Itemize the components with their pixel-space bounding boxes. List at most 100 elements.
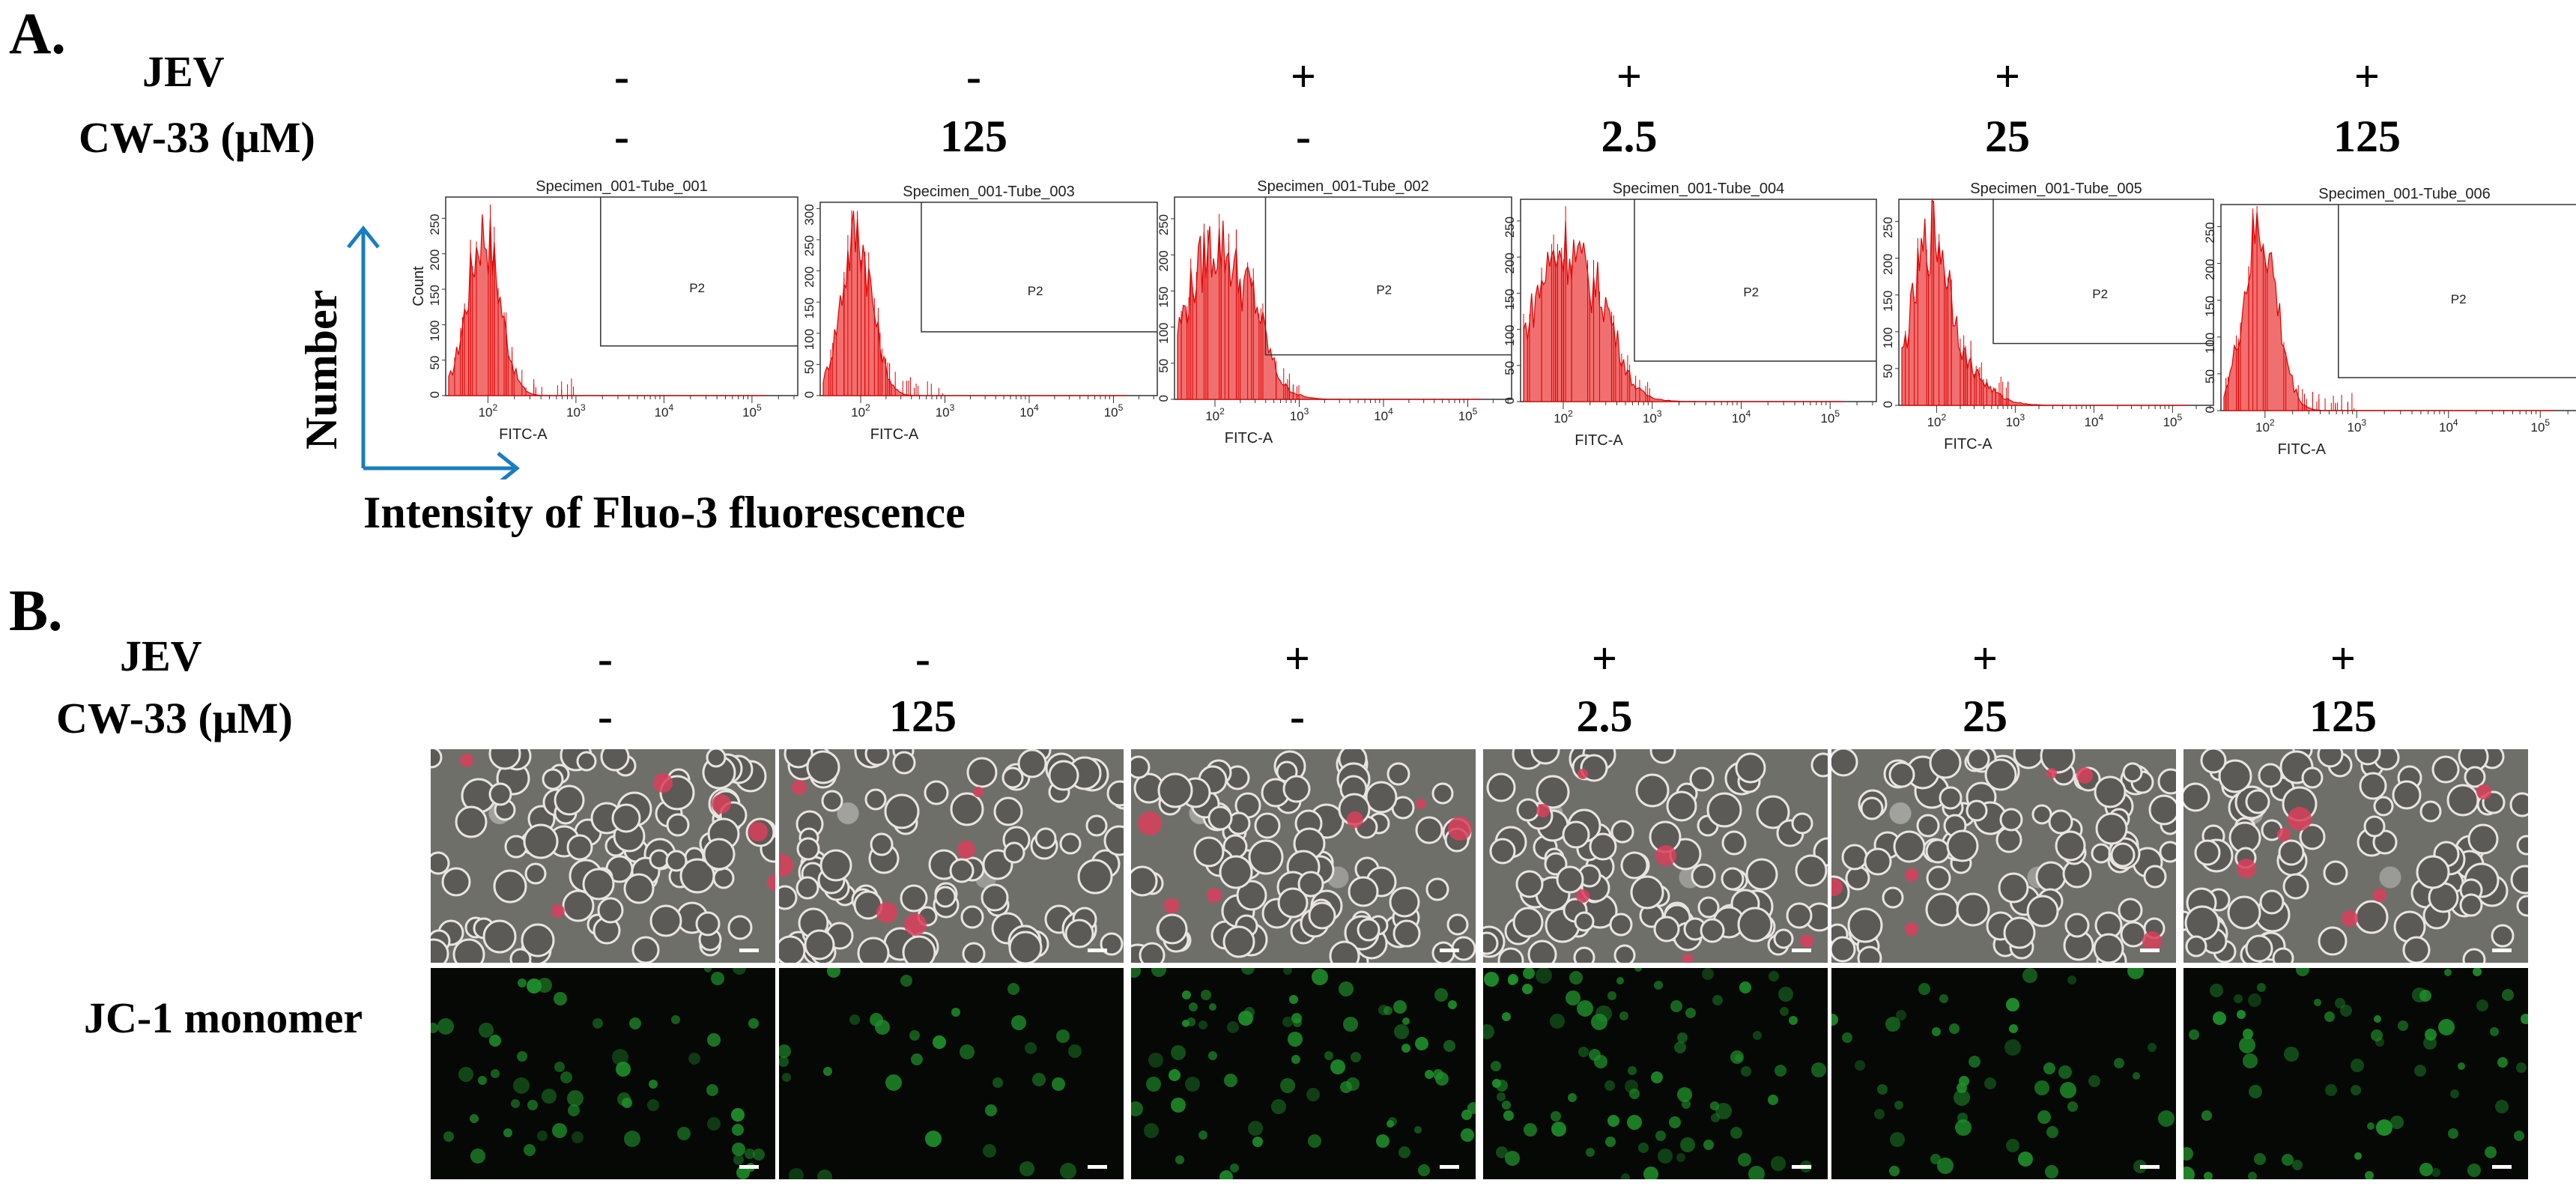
scale-bar: [1792, 1165, 1811, 1169]
y-tick-label: 250: [2203, 222, 2217, 243]
panel-a-cw33-label: CW-33 (μM): [79, 113, 315, 162]
gate-label: P2: [2451, 292, 2467, 306]
x-tick-label: 104: [2439, 417, 2458, 435]
gate-label: P2: [689, 281, 705, 295]
y-tick-label: 50: [802, 360, 816, 374]
histogram-area: [2223, 212, 2554, 411]
histogram-3: Specimen_001-Tube_002 P2 0 50 100 150 200 250 10…: [1145, 178, 1527, 513]
x-axis-label: Intensity of Fluo-3 fluorescence: [363, 488, 966, 537]
axis-arrows: [347, 225, 521, 479]
histogram-title: Specimen_001-Tube_005: [1970, 181, 2142, 197]
x-tick-label: 103: [1643, 408, 1662, 426]
histogram-4: Specimen_001-Tube_004 P2 0 50 100 150 200 250 10…: [1491, 181, 1891, 515]
x-tick-label: 105: [1820, 408, 1840, 426]
y-tick-label: 200: [1503, 252, 1517, 273]
scale-bar: [2492, 1165, 2512, 1169]
histogram-title: Specimen_001-Tube_003: [903, 184, 1074, 200]
phase-contrast-image-3: [1131, 749, 1476, 963]
panel-a-jev-label: JEV: [142, 47, 225, 96]
panel-a-jev-value-3: +: [1290, 52, 1317, 101]
y-axis-label: Number: [297, 289, 346, 450]
y-tick-label: 100: [1881, 327, 1895, 348]
x-tick-label: 105: [1458, 406, 1478, 423]
y-tick-label: 150: [2203, 296, 2217, 317]
scale-bar: [739, 949, 759, 952]
jc1-monomer-image-2: [779, 968, 1124, 1179]
x-tick-label: 105: [2163, 412, 2183, 429]
x-tick-label: 103: [2347, 417, 2366, 435]
panel-a-cw33-value-4: 2.5: [1601, 112, 1658, 161]
gate-p2: [921, 202, 1157, 333]
panel-a-cw33-value-3: -: [1296, 112, 1311, 161]
panel-b-cw33-value-1: -: [598, 692, 613, 741]
scale-bar: [1440, 949, 1459, 952]
panel-b-cw33-label: CW-33 (μM): [56, 694, 293, 742]
cell-field: [1131, 749, 1476, 963]
cell-field: [779, 749, 1124, 963]
panel-b-cw33-value-2: 125: [889, 692, 957, 741]
panel-b-jev-value-2: -: [915, 634, 930, 683]
cell-field: [1831, 749, 2176, 963]
panel-a-jev-value-2: -: [966, 52, 981, 101]
x-axis-title: FITC-A: [499, 426, 548, 443]
x-tick-label: 102: [2255, 417, 2275, 435]
scale-bar: [1088, 1165, 1107, 1169]
x-axis-title: FITC-A: [1225, 430, 1273, 447]
scale-bar: [1088, 949, 1107, 952]
y-axis-title: Count: [410, 266, 427, 306]
panel-a-cw33-value-1: -: [614, 112, 629, 161]
x-tick-label: 103: [566, 402, 586, 420]
histogram-area: [1177, 220, 1481, 400]
y-tick-label: 250: [802, 235, 816, 256]
x-tick-label: 104: [1019, 402, 1039, 420]
panel-b-jev-value-3: +: [1284, 634, 1311, 683]
x-tick-label: 102: [1205, 406, 1225, 423]
x-tick-label: 102: [851, 402, 870, 420]
y-tick-label: 150: [1503, 288, 1517, 309]
gate-label: P2: [1743, 285, 1759, 300]
y-tick-label: 150: [802, 297, 816, 318]
y-tick-label: 200: [802, 267, 816, 288]
phase-contrast-image-1: [431, 749, 775, 963]
y-tick-label: 200: [1881, 254, 1895, 275]
panel-b-jev-value-5: +: [1972, 634, 1998, 683]
scale-bar: [2140, 949, 2160, 952]
scale-bar: [1440, 1165, 1459, 1169]
fluorescence-field: [2183, 968, 2528, 1179]
gate-p2: [600, 197, 798, 347]
x-tick-label: 102: [1554, 408, 1573, 426]
x-tick-label: 105: [742, 402, 762, 420]
cell-field: [2183, 749, 2528, 963]
histogram-5: Specimen_001-Tube_005 P2 0 50 100 150 200 250 10…: [1869, 181, 2228, 519]
x-arrowhead-icon: [497, 452, 521, 479]
x-axis-title: FITC-A: [1944, 436, 1992, 453]
y-tick-label: 0: [1503, 397, 1517, 404]
panel-b-cw33-value-5: 25: [1963, 692, 2007, 741]
x-axis-title: FITC-A: [1575, 432, 1623, 449]
y-tick-label: 0: [428, 391, 442, 398]
y-tick-label: 100: [802, 329, 816, 350]
gate-p2: [2338, 205, 2576, 378]
x-tick-label: 103: [1290, 406, 1309, 423]
x-axis-title: FITC-A: [2278, 441, 2327, 458]
x-tick-label: 104: [2085, 412, 2104, 429]
gate-p2: [1264, 197, 1512, 356]
y-tick-label: 0: [1157, 395, 1171, 402]
panel-a-jev-value-4: +: [1616, 52, 1643, 101]
y-tick-label: 200: [1157, 250, 1171, 271]
jc1-monomer-image-4: [1483, 968, 1828, 1179]
phase-contrast-image-5: [1831, 749, 2176, 963]
x-tick-label: 105: [1104, 402, 1124, 420]
scale-bar: [1792, 949, 1811, 952]
y-tick-label: 150: [428, 285, 442, 306]
jc1-monomer-image-1: [431, 968, 775, 1179]
fluorescence-field: [1831, 968, 2175, 1179]
x-tick-label: 103: [2006, 412, 2025, 429]
y-tick-label: 250: [1881, 217, 1895, 238]
scale-bar: [739, 1165, 759, 1169]
panel-b-cw33-value-3: -: [1290, 692, 1305, 741]
x-tick-label: 104: [1374, 406, 1393, 423]
gate-label: P2: [1376, 283, 1392, 297]
histogram-title: Specimen_001-Tube_001: [536, 178, 707, 195]
gate-p2: [1992, 199, 2213, 345]
